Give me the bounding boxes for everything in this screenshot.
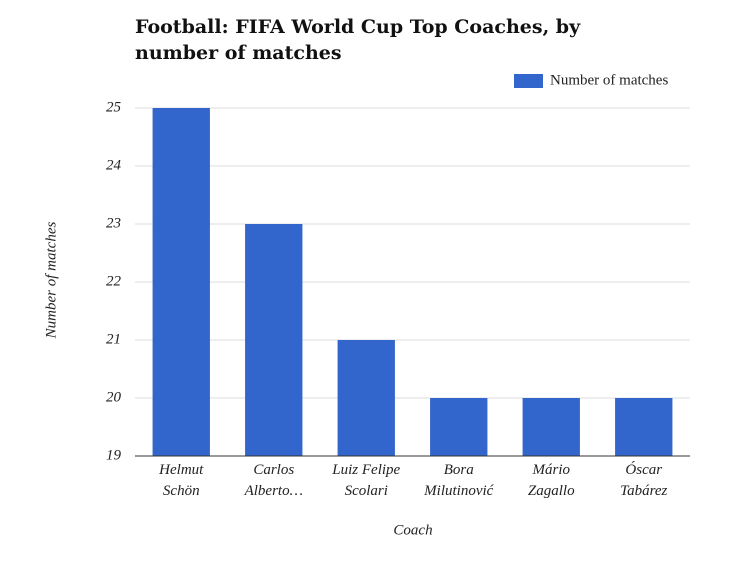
x-tick-label: Mário Zagallo: [528, 462, 575, 499]
y-tick-label: 20: [106, 389, 122, 405]
y-tick-label: 21: [106, 331, 121, 347]
x-tick-label: Óscar Tabárez: [620, 461, 667, 499]
x-tick-label: Helmut Schön: [158, 462, 204, 499]
legend-label: Number of matches: [550, 72, 668, 88]
y-tick-label: 23: [106, 215, 121, 231]
y-tick-label: 19: [106, 447, 122, 463]
chart-title: Football: FIFA World Cup Top Coaches, by…: [135, 16, 581, 64]
bar: [522, 398, 580, 456]
x-tick-label: Carlos Alberto…: [244, 462, 303, 499]
bar: [430, 398, 488, 456]
x-tick-label: Bora Milutinović: [423, 462, 494, 499]
x-tick-label: Luiz Felipe Scolari: [331, 462, 400, 499]
y-tick-label: 22: [106, 273, 122, 289]
y-axis-label: Number of matches: [43, 222, 59, 340]
x-axis-label: Coach: [393, 522, 432, 538]
legend-swatch: [514, 74, 543, 88]
y-tick-label: 25: [106, 99, 122, 115]
bar: [245, 224, 303, 456]
bar: [615, 398, 673, 456]
y-tick-label: 24: [106, 157, 122, 173]
bar: [152, 108, 210, 456]
bar: [337, 340, 395, 456]
